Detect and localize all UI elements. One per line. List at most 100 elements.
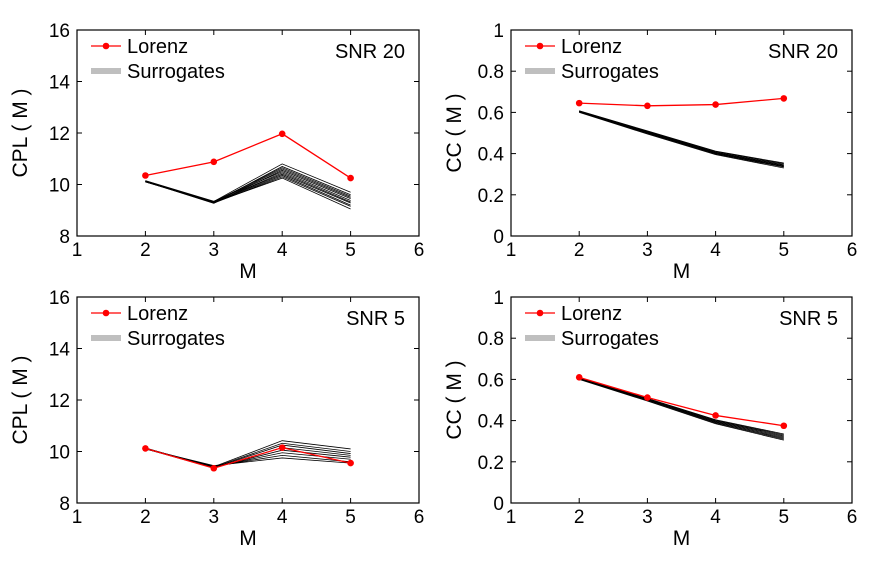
data-point-lorenz	[575, 99, 583, 107]
y-tick-label: 0	[493, 227, 504, 248]
y-tick-label: 0.8	[478, 62, 504, 83]
panel-bottom-right: 0 0.2 0.4 0.6 0.8 1 1 2 3 4 5 6 M CC ( M ) Lorenz Surro…	[443, 288, 857, 550]
y-axis-label: CC ( M )	[443, 360, 466, 439]
y-tick-label: 0.2	[478, 186, 504, 207]
y-axis-label: CC ( M )	[443, 93, 466, 172]
surrogate-line	[145, 163, 351, 202]
series-line-lorenz	[145, 133, 351, 179]
legend-marker-lorenz	[536, 309, 544, 317]
y-tick-label: 16	[49, 288, 70, 309]
data-point-lorenz	[644, 394, 651, 401]
x-axis-label: M	[673, 260, 691, 283]
data-point-lorenz	[347, 459, 354, 467]
x-tick-label: 1	[506, 240, 517, 261]
x-tick-label: 2	[574, 507, 585, 528]
x-tick-label: 5	[345, 507, 356, 528]
legend-marker-lorenz	[102, 42, 110, 50]
y-tick-label: 10	[49, 443, 70, 464]
data-point-lorenz	[278, 444, 286, 451]
data-point-lorenz	[712, 101, 719, 108]
x-tick-label: 2	[140, 240, 151, 261]
x-tick-label: 1	[72, 507, 83, 528]
legend-marker-lorenz	[102, 309, 110, 317]
y-tick-label: 14	[49, 340, 71, 361]
y-tick-label: 14	[49, 73, 71, 94]
x-tick-label: 4	[710, 240, 721, 261]
axes-box	[510, 29, 853, 237]
x-tick-label: 5	[779, 507, 790, 528]
x-axis-label: M	[239, 260, 257, 283]
x-tick-label: 3	[209, 240, 220, 261]
x-tick-label: 3	[642, 507, 653, 528]
data-point-lorenz	[644, 102, 651, 110]
legend-label-surrogates: Surrogates	[127, 328, 225, 350]
x-tick-label: 1	[506, 507, 517, 528]
x-tick-label: 5	[345, 240, 356, 261]
y-tick-label: 0.2	[478, 453, 504, 474]
x-tick-label: 4	[277, 240, 288, 261]
x-tick-label: 6	[414, 507, 425, 528]
data-point-lorenz	[210, 464, 218, 472]
y-axis-label: CPL ( M )	[9, 355, 32, 444]
y-tick-label: 12	[49, 124, 70, 145]
x-tick-label: 1	[72, 240, 83, 261]
data-point-lorenz	[712, 412, 719, 419]
surrogate-line	[145, 442, 351, 468]
x-tick-label: 6	[414, 240, 425, 261]
y-tick-label: 8	[59, 227, 70, 248]
legend-label-surrogates: Surrogates	[561, 328, 659, 350]
x-axis-label: M	[673, 527, 691, 550]
snr-annotation: SNR 5	[346, 308, 405, 330]
x-tick-label: 4	[277, 507, 288, 528]
legend-marker-lorenz	[536, 42, 544, 50]
data-point-lorenz	[142, 445, 149, 452]
x-tick-label: 2	[140, 507, 151, 528]
series-line-lorenz	[145, 446, 351, 469]
snr-annotation: SNR 20	[768, 41, 838, 63]
x-tick-label: 5	[779, 240, 790, 261]
x-tick-label: 3	[642, 240, 653, 261]
y-tick-label: 16	[49, 21, 70, 42]
y-tick-label: 0.6	[478, 370, 504, 391]
surrogate-line	[579, 110, 784, 166]
x-tick-label: 2	[574, 240, 585, 261]
legend-label-lorenz: Lorenz	[127, 36, 188, 58]
surrogate-line	[579, 379, 784, 441]
y-tick-label: 1	[493, 21, 504, 42]
y-tick-label: 0.8	[478, 329, 504, 350]
legend-label-lorenz: Lorenz	[127, 303, 188, 325]
x-tick-label: 4	[710, 507, 721, 528]
x-tick-label: 3	[209, 507, 220, 528]
series-line-lorenz	[579, 97, 784, 107]
data-point-lorenz	[780, 422, 788, 430]
x-axis-label: M	[239, 527, 257, 550]
legend-label-lorenz: Lorenz	[561, 36, 622, 58]
y-tick-label: 10	[49, 176, 70, 197]
surrogate-line	[145, 169, 351, 204]
surrogate-line	[579, 110, 784, 165]
y-tick-label: 0	[493, 494, 504, 515]
series-line-lorenz	[579, 376, 784, 427]
y-tick-label: 0.4	[478, 412, 505, 433]
data-point-lorenz	[347, 174, 354, 182]
surrogate-line	[579, 110, 784, 164]
legend-label-surrogates: Surrogates	[561, 61, 659, 83]
legend-label-surrogates: Surrogates	[127, 61, 225, 83]
y-tick-label: 0.4	[478, 145, 505, 166]
data-point-lorenz	[278, 130, 286, 138]
panel-top-right: 0 0.2 0.4 0.6 0.8 1 1 2 3 4 5 6 M CC ( M ) Lorenz Surro…	[443, 21, 857, 283]
legend-label-lorenz: Lorenz	[561, 303, 622, 325]
snr-annotation: SNR 5	[779, 308, 838, 330]
data-point-lorenz	[142, 172, 149, 179]
data-point-lorenz	[780, 95, 788, 102]
y-tick-label: 12	[49, 391, 70, 412]
y-tick-label: 1	[493, 288, 504, 309]
y-axis-label: CPL ( M )	[9, 88, 32, 177]
surrogate-line	[579, 377, 784, 435]
x-tick-label: 6	[847, 240, 858, 261]
data-point-lorenz	[575, 374, 583, 381]
axes-box	[510, 296, 853, 504]
x-tick-label: 6	[847, 507, 858, 528]
